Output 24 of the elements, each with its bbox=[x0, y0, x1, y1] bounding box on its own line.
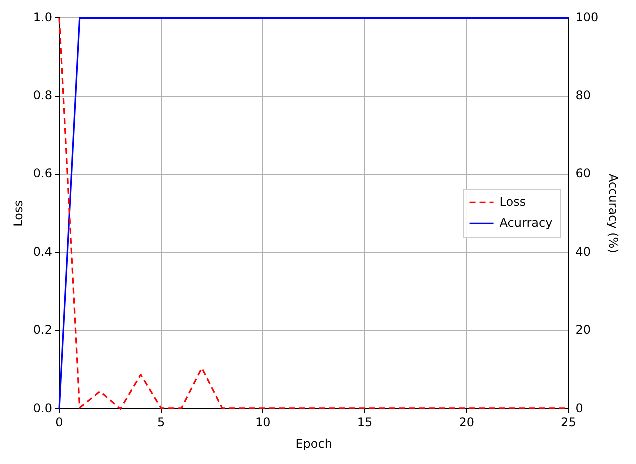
y2-tick-label: 40 bbox=[576, 244, 591, 259]
y2-tick-label: 100 bbox=[576, 10, 599, 24]
y-tick-label: 0.0 bbox=[33, 401, 52, 416]
y2-tick-label: 20 bbox=[576, 323, 591, 338]
x-axis-title: Epoch bbox=[296, 436, 332, 451]
y-tick-label: 1.0 bbox=[33, 10, 52, 24]
y2-tick-label: 0 bbox=[576, 401, 584, 416]
x-tick-label: 10 bbox=[256, 416, 271, 430]
y2-tick-label: 80 bbox=[576, 88, 591, 103]
line-series bbox=[58, 17, 570, 410]
x-tick-label: 15 bbox=[357, 416, 373, 430]
y-tick-label: 0.2 bbox=[33, 323, 52, 338]
y2-axis-title: Accuracy (%) bbox=[606, 174, 621, 254]
y-tick-label: 0.8 bbox=[33, 88, 52, 103]
x-tick-label: 20 bbox=[459, 416, 474, 430]
y2-tick-label: 60 bbox=[576, 166, 591, 181]
x-tick-label: 0 bbox=[56, 416, 64, 430]
x-tick-label: 5 bbox=[158, 416, 166, 430]
y-tick-label: 0.6 bbox=[33, 166, 52, 181]
legend-label: Loss bbox=[500, 194, 526, 209]
y-tick-label: 0.4 bbox=[33, 244, 52, 259]
y-axis-title: Loss bbox=[11, 200, 26, 227]
legend-label: Acurracy bbox=[500, 216, 553, 230]
x-tick-label: 25 bbox=[561, 416, 576, 430]
